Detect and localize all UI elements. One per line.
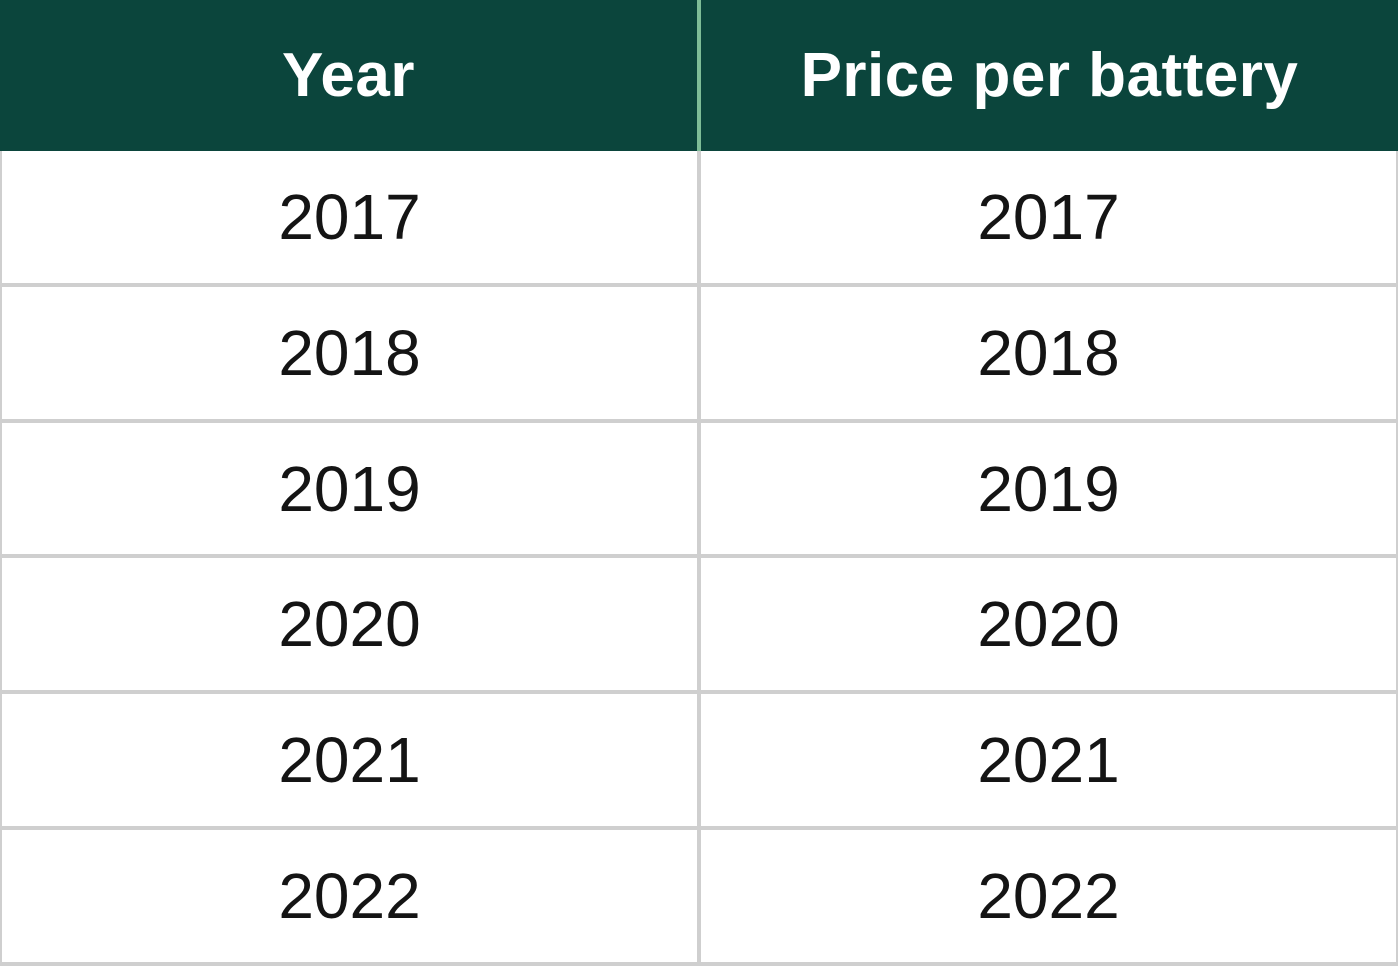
price-cell: 2019	[697, 422, 1396, 555]
table-row: 2020 2020	[2, 554, 1396, 691]
price-cell: 2021	[697, 694, 1396, 827]
year-cell: 2022	[2, 830, 697, 962]
table-row: 2021 2021	[2, 690, 1396, 827]
year-cell: 2018	[2, 286, 697, 419]
price-cell: 2018	[697, 286, 1396, 419]
table-row: 2018 2018	[2, 282, 1396, 419]
column-header-price-per-battery: Price per battery	[697, 0, 1398, 151]
year-cell: 2019	[2, 422, 697, 555]
price-cell: 2017	[697, 151, 1396, 283]
year-cell: 2020	[2, 558, 697, 691]
price-cell: 2020	[697, 558, 1396, 691]
year-cell: 2021	[2, 694, 697, 827]
table-row: 2019 2019	[2, 418, 1396, 555]
table-body: 2017 2017 2018 2018 2019 2019 2020 2020 …	[0, 151, 1398, 966]
year-cell: 2017	[2, 151, 697, 283]
column-header-year: Year	[281, 41, 416, 110]
table-row: 2017 2017	[2, 151, 1396, 283]
price-cell: 2022	[697, 830, 1396, 962]
table-row: 2022 2022	[2, 826, 1396, 962]
table-header-row: Year Price per battery	[0, 0, 1398, 151]
